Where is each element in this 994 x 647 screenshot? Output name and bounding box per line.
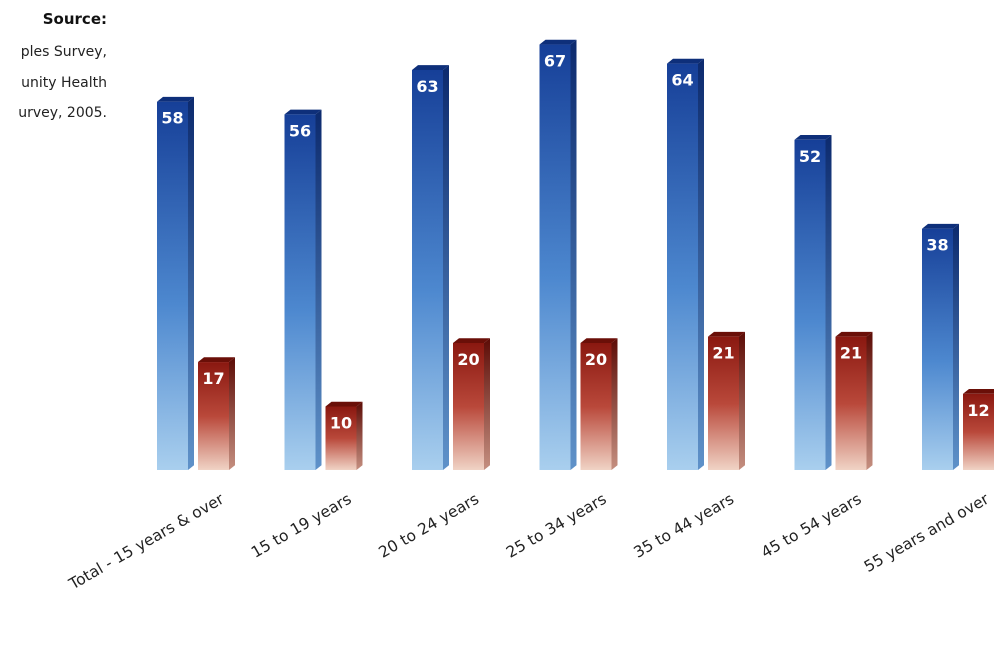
bar-side bbox=[484, 338, 490, 470]
source-title: Source: bbox=[43, 10, 107, 28]
value-label: 56 bbox=[289, 121, 311, 140]
bar-front bbox=[539, 44, 571, 471]
bar-top bbox=[325, 401, 363, 407]
category-label: Total - 15 years & over bbox=[65, 490, 227, 594]
bar-top bbox=[157, 96, 194, 102]
bar-front bbox=[708, 336, 739, 470]
bar-top bbox=[284, 109, 322, 115]
bar-side bbox=[739, 331, 745, 470]
bar-top bbox=[835, 331, 873, 337]
bar-side bbox=[698, 58, 704, 471]
value-label: 58 bbox=[161, 109, 183, 128]
source-note: Source: ples Survey, unity Health urvey,… bbox=[18, 10, 107, 121]
bar-front bbox=[667, 63, 698, 470]
bar-top bbox=[412, 65, 449, 70]
bar-side bbox=[443, 65, 449, 471]
bar-blue-2 bbox=[412, 65, 449, 471]
value-label: 12 bbox=[967, 401, 989, 420]
bars-layer: 58 17 56 10 63 20 67 20 64 21 52 21 38 12 bbox=[157, 39, 994, 471]
bar-side bbox=[356, 401, 363, 470]
bar-front bbox=[794, 139, 826, 471]
value-label: 10 bbox=[330, 414, 352, 433]
value-label: 20 bbox=[585, 350, 607, 369]
bar-side bbox=[825, 135, 832, 470]
value-label: 21 bbox=[712, 344, 734, 363]
value-label: 52 bbox=[799, 147, 821, 166]
bar-blue-0 bbox=[157, 96, 194, 471]
bar-front bbox=[412, 69, 443, 470]
source-line-1: ples Survey, bbox=[21, 44, 107, 60]
bar-side bbox=[611, 338, 618, 470]
category-label: 25 to 34 years bbox=[503, 490, 609, 562]
category-label: 15 to 19 years bbox=[248, 490, 354, 562]
value-label: 38 bbox=[926, 236, 948, 255]
category-label: 35 to 44 years bbox=[631, 490, 737, 562]
bar-red-5 bbox=[835, 331, 873, 470]
value-label: 64 bbox=[671, 71, 693, 90]
bar-red-0 bbox=[198, 357, 235, 470]
bar-red-1 bbox=[325, 401, 363, 470]
value-label: 21 bbox=[840, 344, 862, 363]
value-label: 67 bbox=[544, 52, 566, 71]
bar-top bbox=[708, 331, 745, 337]
value-label: 17 bbox=[202, 369, 224, 388]
bar-side bbox=[953, 223, 959, 470]
bar-top bbox=[539, 39, 577, 45]
bar-front bbox=[963, 393, 994, 470]
bar-front bbox=[453, 343, 484, 470]
bar-top bbox=[580, 338, 618, 343]
bar-top bbox=[453, 338, 490, 343]
bar-front bbox=[284, 114, 316, 471]
bar-red-3 bbox=[580, 338, 618, 470]
bar-side bbox=[315, 109, 322, 470]
value-label: 20 bbox=[457, 350, 479, 369]
category-label: 55 years and over bbox=[861, 490, 993, 576]
bar-side bbox=[188, 96, 194, 471]
bar-blue-6 bbox=[922, 223, 959, 470]
bar-front bbox=[325, 406, 357, 470]
bar-top bbox=[922, 223, 959, 229]
source-line-2: unity Health bbox=[21, 75, 107, 91]
bar-red-2 bbox=[453, 338, 490, 470]
bar-red-6 bbox=[963, 389, 994, 470]
bar-side bbox=[570, 39, 577, 470]
bar-front bbox=[835, 336, 867, 470]
bar-front bbox=[198, 362, 229, 470]
value-label: 63 bbox=[416, 77, 438, 96]
bar-top bbox=[963, 389, 994, 394]
category-label: 45 to 54 years bbox=[758, 490, 864, 562]
bar-top bbox=[794, 135, 832, 140]
category-labels: Total - 15 years & over 15 to 19 years 20 … bbox=[65, 490, 992, 594]
category-label: 20 to 24 years bbox=[376, 490, 482, 562]
bar-blue-5 bbox=[794, 135, 832, 471]
bar-side bbox=[866, 331, 873, 470]
bar-red-4 bbox=[708, 331, 745, 470]
bar-front bbox=[922, 228, 953, 470]
source-line-3: urvey, 2005. bbox=[18, 105, 107, 121]
bar-blue-4 bbox=[667, 58, 704, 471]
bar-front bbox=[157, 101, 188, 470]
bar-top bbox=[667, 58, 704, 64]
bar-blue-1 bbox=[284, 109, 322, 471]
bar-blue-3 bbox=[539, 39, 577, 471]
bar-front bbox=[580, 343, 612, 470]
bar-side bbox=[229, 357, 235, 470]
bar-top bbox=[198, 357, 235, 363]
